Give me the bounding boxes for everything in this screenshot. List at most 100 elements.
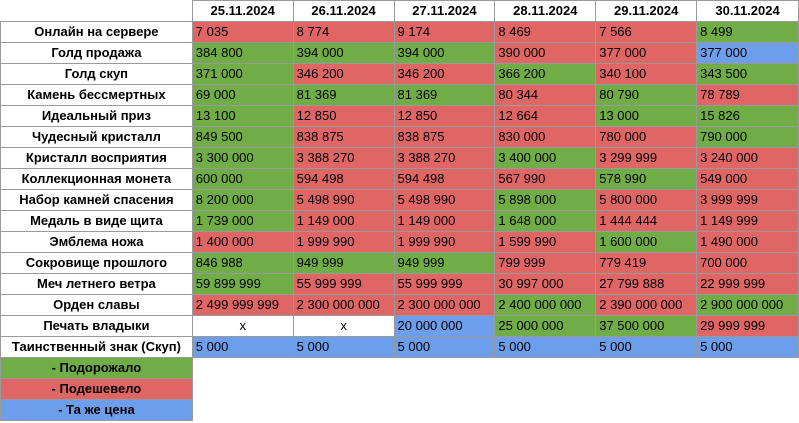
price-cell: 390 000 bbox=[494, 42, 597, 64]
table-row: Таинственный знак (Скуп) 5 000 5 000 5 000 5… bbox=[0, 336, 799, 358]
price-cell: 1 149 000 bbox=[393, 210, 496, 232]
item-name: Таинственный знак (Скуп) bbox=[0, 336, 193, 358]
price-cell: 2 300 000 000 bbox=[292, 294, 395, 316]
price-cell: 838 875 bbox=[393, 126, 496, 148]
price-cell: 1 999 990 bbox=[292, 231, 395, 253]
price-cell: 5 000 bbox=[494, 336, 597, 358]
legend-up: - Подорожало bbox=[0, 357, 193, 379]
date-header: 28.11.2024 bbox=[494, 0, 597, 22]
table-row: Меч летнего ветра 59 899 999 55 999 999 55 … bbox=[0, 273, 799, 295]
price-cell: 5 000 bbox=[696, 336, 799, 358]
price-cell: 15 826 bbox=[696, 105, 799, 127]
price-cell: 700 000 bbox=[696, 252, 799, 274]
price-cell: 29 999 999 bbox=[696, 315, 799, 337]
item-name: Голд скуп bbox=[0, 63, 193, 85]
price-cell: 5 000 bbox=[191, 336, 294, 358]
price-cell: 37 500 000 bbox=[595, 315, 698, 337]
item-name: Печать владыки bbox=[0, 315, 193, 337]
date-header: 29.11.2024 bbox=[595, 0, 698, 22]
price-cell: 30 997 000 bbox=[494, 273, 597, 295]
table-row: Онлайн на сервере 7 035 8 774 9 174 8 469 7 5… bbox=[0, 21, 799, 43]
price-cell: 1 999 990 bbox=[393, 231, 496, 253]
price-cell: 3 999 999 bbox=[696, 189, 799, 211]
date-header: 25.11.2024 bbox=[191, 0, 294, 22]
item-name: Эмблема ножа bbox=[0, 231, 193, 253]
legend-row: - Та же цена bbox=[0, 399, 799, 421]
price-cell: 55 999 999 bbox=[292, 273, 395, 295]
table-row: Идеальный приз 13 100 12 850 12 850 12 664 13… bbox=[0, 105, 799, 127]
price-cell: 80 344 bbox=[494, 84, 597, 106]
price-cell: 1 648 000 bbox=[494, 210, 597, 232]
price-cell: 377 000 bbox=[595, 42, 698, 64]
price-cell: 394 000 bbox=[393, 42, 496, 64]
price-cell: 949 999 bbox=[393, 252, 496, 274]
price-cell: 9 174 bbox=[393, 21, 496, 43]
price-cell: 8 200 000 bbox=[191, 189, 294, 211]
table-row: Набор камней спасения 8 200 000 5 498 990 5… bbox=[0, 189, 799, 211]
price-cell: 25 000 000 bbox=[494, 315, 597, 337]
item-name: Голд продажа bbox=[0, 42, 193, 64]
item-name: Онлайн на сервере bbox=[0, 21, 193, 43]
price-cell: 13 100 bbox=[191, 105, 294, 127]
table-body: Онлайн на сервере 7 035 8 774 9 174 8 469 7 5… bbox=[0, 21, 799, 421]
date-header: 27.11.2024 bbox=[393, 0, 496, 22]
corner-cell bbox=[0, 0, 193, 22]
table-row: Сокровище прошлого 846 988 949 999 949 999 7… bbox=[0, 252, 799, 274]
price-cell: 549 000 bbox=[696, 168, 799, 190]
item-name: Камень бессмертных bbox=[0, 84, 193, 106]
price-cell: 3 300 000 bbox=[191, 147, 294, 169]
price-cell: 384 800 bbox=[191, 42, 294, 64]
item-name: Кристалл восприятия bbox=[0, 147, 193, 169]
table-row: Печать владыки x x 20 000 000 25 000 000 37 5… bbox=[0, 315, 799, 337]
price-cell: 8 469 bbox=[494, 21, 597, 43]
legend-row: - Подорожало bbox=[0, 357, 799, 379]
item-name: Идеальный приз bbox=[0, 105, 193, 127]
item-name: Чудесный кристалл bbox=[0, 126, 193, 148]
legend-down: - Подешевело bbox=[0, 378, 193, 400]
table-row: Голд скуп 371 000 346 200 346 200 366 200 340… bbox=[0, 63, 799, 85]
legend-same: - Та же цена bbox=[0, 399, 193, 421]
date-header: 30.11.2024 bbox=[696, 0, 799, 22]
table-row: Чудесный кристалл 849 500 838 875 838 875 83… bbox=[0, 126, 799, 148]
price-cell: 27 799 888 bbox=[595, 273, 698, 295]
price-cell: 13 000 bbox=[595, 105, 698, 127]
price-cell: 366 200 bbox=[494, 63, 597, 85]
price-cell: x bbox=[191, 315, 294, 337]
price-cell: 1 739 000 bbox=[191, 210, 294, 232]
price-cell: 2 390 000 000 bbox=[595, 294, 698, 316]
price-cell: 1 149 999 bbox=[696, 210, 799, 232]
price-cell: 1 444 444 bbox=[595, 210, 698, 232]
table-row: Орден славы 2 499 999 999 2 300 000 000 2 3… bbox=[0, 294, 799, 316]
table-row: Камень бессмертных 69 000 81 369 81 369 80 3… bbox=[0, 84, 799, 106]
price-cell: 2 300 000 000 bbox=[393, 294, 496, 316]
price-cell: 1 400 000 bbox=[191, 231, 294, 253]
price-cell: 846 988 bbox=[191, 252, 294, 274]
price-cell: 799 999 bbox=[494, 252, 597, 274]
price-cell: 3 388 270 bbox=[292, 147, 395, 169]
price-cell: 5 498 990 bbox=[292, 189, 395, 211]
price-cell: 5 498 990 bbox=[393, 189, 496, 211]
price-cell: 12 850 bbox=[393, 105, 496, 127]
price-cell: 5 000 bbox=[393, 336, 496, 358]
price-cell: 3 240 000 bbox=[696, 147, 799, 169]
item-name: Набор камней спасения bbox=[0, 189, 193, 211]
header-row: 25.11.2024 26.11.2024 27.11.2024 28.11.2024… bbox=[0, 0, 799, 22]
price-cell: 2 900 000 000 bbox=[696, 294, 799, 316]
price-cell: 5 000 bbox=[595, 336, 698, 358]
legend-blank-area bbox=[192, 400, 798, 421]
price-cell: 377 000 bbox=[696, 42, 799, 64]
item-name: Коллекционная монета bbox=[0, 168, 193, 190]
price-cell: 1 600 000 bbox=[595, 231, 698, 253]
price-cell: 1 149 000 bbox=[292, 210, 395, 232]
price-cell: 1 490 000 bbox=[696, 231, 799, 253]
legend-blank-area bbox=[192, 379, 798, 400]
price-cell: 2 499 999 999 bbox=[191, 294, 294, 316]
legend-row: - Подешевело bbox=[0, 378, 799, 400]
price-cell: 3 299 999 bbox=[595, 147, 698, 169]
price-cell: 12 850 bbox=[292, 105, 395, 127]
price-cell: 340 100 bbox=[595, 63, 698, 85]
item-name: Орден славы bbox=[0, 294, 193, 316]
date-header: 26.11.2024 bbox=[292, 0, 395, 22]
price-cell: 600 000 bbox=[191, 168, 294, 190]
price-cell: 1 599 990 bbox=[494, 231, 597, 253]
